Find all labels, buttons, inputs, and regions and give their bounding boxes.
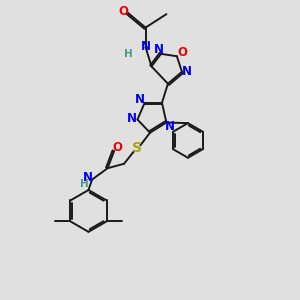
Text: N: N [164, 120, 174, 133]
Text: N: N [154, 44, 164, 56]
Text: N: N [141, 40, 151, 53]
Text: N: N [135, 93, 145, 106]
Text: H: H [80, 179, 88, 189]
Text: N: N [182, 65, 192, 78]
Text: O: O [112, 140, 122, 154]
Text: N: N [127, 112, 137, 125]
Text: N: N [83, 171, 93, 184]
Text: O: O [177, 46, 187, 59]
Text: O: O [119, 5, 129, 18]
Text: S: S [132, 141, 142, 155]
Text: H: H [124, 50, 133, 59]
